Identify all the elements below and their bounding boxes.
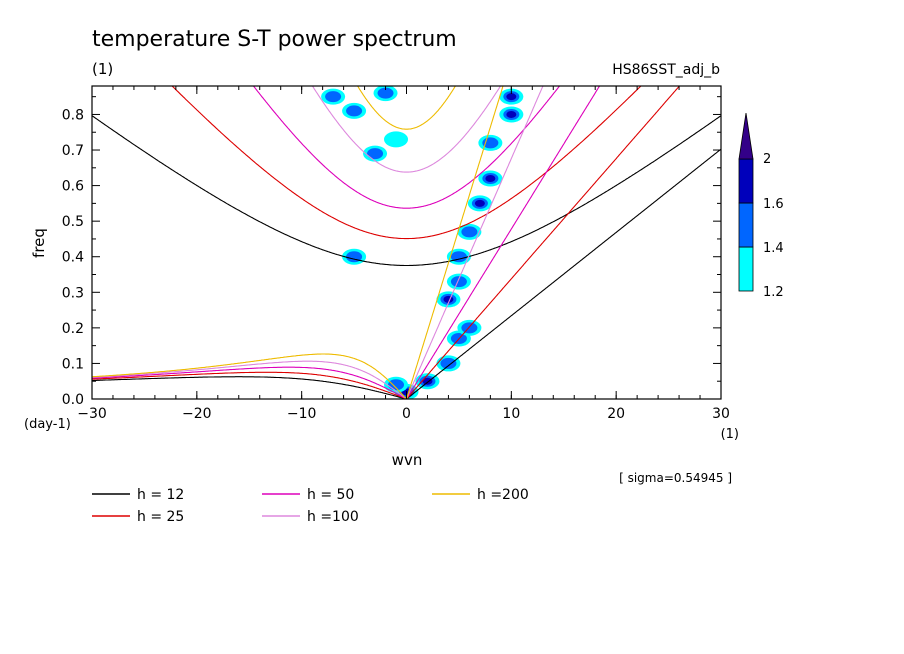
- density-blob-mid: [450, 276, 467, 288]
- y-axis-unit: (day-1): [24, 417, 71, 432]
- y-axis-label: freq: [30, 228, 48, 258]
- dispersion-curves: [92, 86, 721, 399]
- chart-title: temperature S-T power spectrum: [92, 27, 457, 52]
- kelvin-curve: [406, 148, 721, 399]
- x-tick-label: −20: [182, 406, 212, 422]
- colorbar: 1.2 1.4 1.6 2: [738, 112, 784, 300]
- plot-area: [92, 86, 721, 399]
- rossby-curve: [92, 366, 407, 399]
- inertia-gravity-curve: [92, 115, 721, 267]
- kelvin-curve: [405, 86, 504, 399]
- density-blob-mid: [325, 91, 342, 103]
- y-axis-ticks: 0.0 0.1 0.2 0.3 0.4 0.5 0.6 0.7 0.8: [62, 96, 721, 408]
- inertia-gravity-curve: [252, 86, 561, 209]
- legend-label: h = 25: [137, 509, 184, 525]
- density-blob-mid: [377, 87, 394, 99]
- x-tick-label: −10: [287, 406, 317, 422]
- y-tick-label: 0.4: [62, 250, 84, 266]
- colorbar-label: 1.2: [763, 285, 784, 300]
- density-blob-outer: [384, 131, 409, 148]
- x-tick-label: 10: [502, 406, 520, 422]
- legend: h = 12 h = 25 h = 50 h =100 h =200: [92, 487, 529, 525]
- density-blob-inner: [422, 377, 433, 385]
- rossby-curve: [92, 353, 407, 399]
- x-axis-unit: (1): [721, 427, 739, 442]
- kelvin-curve: [405, 86, 544, 399]
- inertia-gravity-curve: [356, 86, 457, 130]
- density-blob-inner: [474, 199, 485, 207]
- sigma-annotation: [ sigma=0.54945 ]: [619, 471, 732, 485]
- y-tick-label: 0.7: [62, 143, 84, 159]
- y-tick-label: 0.3: [62, 285, 84, 301]
- y-tick-label: 0.0: [62, 392, 84, 408]
- colorbar-triangle: [738, 112, 754, 160]
- colorbar-segment: [738, 158, 754, 204]
- x-tick-label: 20: [607, 406, 625, 422]
- density-blob-mid: [440, 357, 457, 369]
- y-tick-label: 0.5: [62, 214, 84, 230]
- y-tick-label: 0.2: [62, 321, 84, 337]
- density-blob-mid: [461, 226, 478, 238]
- density-blob-inner: [506, 110, 517, 118]
- x-axis-label: wvn: [392, 451, 423, 469]
- colorbar-label: 2: [763, 152, 771, 167]
- inertia-gravity-curve: [171, 86, 642, 240]
- density-blob-mid: [461, 322, 478, 334]
- legend-label: h =100: [307, 509, 359, 525]
- colorbar-label: 1.4: [763, 241, 784, 256]
- legend-label: h = 12: [137, 487, 184, 503]
- x-tick-label: 0: [402, 406, 411, 422]
- density-blob-inner: [485, 174, 496, 182]
- density-blob-mid: [346, 105, 363, 117]
- density-blob-inner: [506, 93, 517, 101]
- legend-label: h =200: [477, 487, 529, 503]
- rossby-curve: [92, 360, 407, 399]
- rossby-curve: [92, 371, 407, 399]
- density-blob-mid: [367, 148, 384, 160]
- y-tick-label: 0.1: [62, 356, 84, 372]
- chart-subtitle-right: HS86SST_adj_b: [612, 62, 720, 78]
- spectral-density-contours: [321, 86, 524, 399]
- colorbar-segment: [738, 246, 754, 292]
- colorbar-label: 1.6: [763, 197, 784, 212]
- x-axis-ticks: −30 −20 −10 0 10 20 30: [77, 86, 730, 422]
- density-blob-mid: [388, 379, 405, 391]
- rossby-curve: [92, 376, 407, 399]
- x-tick-label: 30: [712, 406, 730, 422]
- kelvin-curve: [406, 86, 601, 399]
- colorbar-segment: [738, 202, 754, 248]
- inertia-gravity-curve: [311, 86, 502, 173]
- legend-label: h = 50: [307, 487, 354, 503]
- y-tick-label: 0.6: [62, 179, 84, 195]
- x-tick-label: −30: [77, 406, 107, 422]
- chart-subtitle-left: (1): [92, 60, 113, 78]
- y-tick-label: 0.8: [62, 107, 84, 123]
- kelvin-curve: [406, 86, 681, 399]
